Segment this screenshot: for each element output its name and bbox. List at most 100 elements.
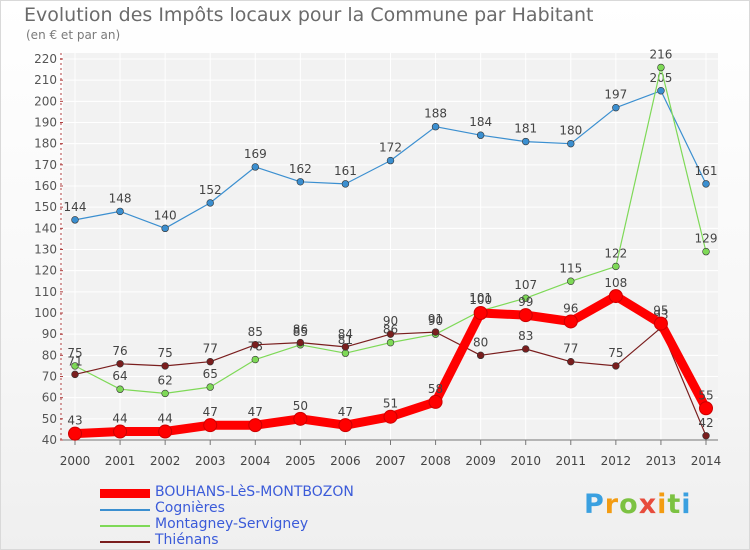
data-point xyxy=(522,345,530,353)
x-tick-label: 2013 xyxy=(646,454,677,468)
data-label: 140 xyxy=(154,208,177,222)
data-point xyxy=(296,338,305,347)
x-tick-label: 2011 xyxy=(556,454,587,468)
data-label: 95 xyxy=(653,304,668,318)
data-label: 184 xyxy=(469,115,492,129)
data-label: 44 xyxy=(158,412,173,426)
data-label: 99 xyxy=(518,295,533,309)
data-label: 205 xyxy=(649,71,672,85)
x-tick-label: 2003 xyxy=(195,454,226,468)
logo-letter: i xyxy=(681,489,692,520)
data-point xyxy=(116,360,124,368)
data-label: 50 xyxy=(293,399,308,413)
data-label: 75 xyxy=(67,346,82,360)
y-tick-label: 50 xyxy=(42,412,57,426)
data-point xyxy=(567,139,575,148)
legend-swatch xyxy=(100,489,150,498)
data-label: 188 xyxy=(424,107,447,121)
data-point xyxy=(428,394,443,409)
data-label: 216 xyxy=(649,47,672,61)
data-point xyxy=(702,180,710,188)
y-tick-label: 110 xyxy=(34,285,57,299)
data-point xyxy=(113,424,128,439)
y-tick-label: 220 xyxy=(34,52,57,66)
data-point xyxy=(612,103,620,112)
data-point xyxy=(206,383,214,391)
x-tick-label: 2002 xyxy=(150,454,181,468)
data-point xyxy=(653,316,668,331)
legend-label: BOUHANS-LèS-MONTBOZON xyxy=(155,484,354,500)
y-tick-label: 190 xyxy=(34,116,57,130)
x-tick-label: 2008 xyxy=(420,454,451,468)
data-point xyxy=(522,137,530,146)
x-tick-label: 2001 xyxy=(105,454,136,468)
data-point xyxy=(473,306,488,320)
data-point xyxy=(567,277,575,285)
logo-letter: o xyxy=(619,489,639,520)
x-tick-label: 2014 xyxy=(691,454,722,468)
data-point xyxy=(68,426,82,441)
data-point xyxy=(386,338,395,347)
data-label: 47 xyxy=(248,405,263,419)
y-tick-label: 80 xyxy=(42,348,57,362)
data-point xyxy=(71,216,79,224)
data-point xyxy=(341,180,350,188)
y-tick-label: 210 xyxy=(34,73,57,87)
data-point xyxy=(518,308,533,323)
data-label: 71 xyxy=(67,354,82,368)
data-label: 81 xyxy=(338,333,353,347)
data-label: 62 xyxy=(158,373,173,387)
y-tick-label: 160 xyxy=(34,179,57,193)
data-point xyxy=(702,247,710,256)
legend-label: Thiénans xyxy=(155,532,219,548)
data-point xyxy=(608,289,623,304)
data-label: 180 xyxy=(559,124,582,138)
data-point xyxy=(293,411,308,426)
data-label: 101 xyxy=(469,291,492,305)
x-tick-label: 2000 xyxy=(60,454,91,468)
data-label: 77 xyxy=(563,342,578,356)
data-label: 169 xyxy=(244,147,267,161)
x-tick-label: 2009 xyxy=(465,454,496,468)
data-label: 129 xyxy=(695,232,718,246)
data-label: 86 xyxy=(293,323,308,337)
data-point xyxy=(612,262,620,271)
data-point xyxy=(71,362,79,370)
data-point xyxy=(161,362,169,370)
data-label: 162 xyxy=(289,162,312,176)
data-point xyxy=(476,351,485,360)
data-point xyxy=(251,355,259,364)
data-point xyxy=(341,343,350,351)
data-label: 85 xyxy=(293,325,308,339)
x-tick-label: 2010 xyxy=(510,454,541,468)
data-label: 84 xyxy=(338,327,353,341)
data-point xyxy=(431,328,440,336)
legend-label: Cognières xyxy=(155,500,225,516)
y-tick-label: 120 xyxy=(34,264,57,278)
data-point xyxy=(341,349,350,357)
x-tick-label: 2007 xyxy=(375,454,406,468)
data-point xyxy=(702,432,710,440)
x-tick-label: 2006 xyxy=(330,454,361,468)
data-label: 122 xyxy=(604,246,627,260)
data-label: 107 xyxy=(514,278,537,292)
y-tick-label: 40 xyxy=(42,433,57,447)
y-tick-label: 200 xyxy=(34,94,57,108)
data-point xyxy=(251,341,259,349)
data-label: 161 xyxy=(695,164,718,178)
data-label: 42 xyxy=(698,416,713,430)
data-label: 115 xyxy=(559,261,582,275)
data-point xyxy=(383,409,398,424)
logo-letter: r xyxy=(604,489,620,520)
data-label: 96 xyxy=(563,301,578,315)
proxiti-logo: Proxiti xyxy=(584,489,692,520)
y-tick-label: 140 xyxy=(34,221,57,235)
data-point xyxy=(386,156,395,165)
data-point xyxy=(567,357,575,366)
data-label: 47 xyxy=(338,405,353,419)
data-point xyxy=(161,224,169,233)
data-label: 152 xyxy=(199,183,222,197)
data-point xyxy=(158,424,173,439)
data-point xyxy=(248,418,263,433)
logo-letter: x xyxy=(638,489,658,520)
